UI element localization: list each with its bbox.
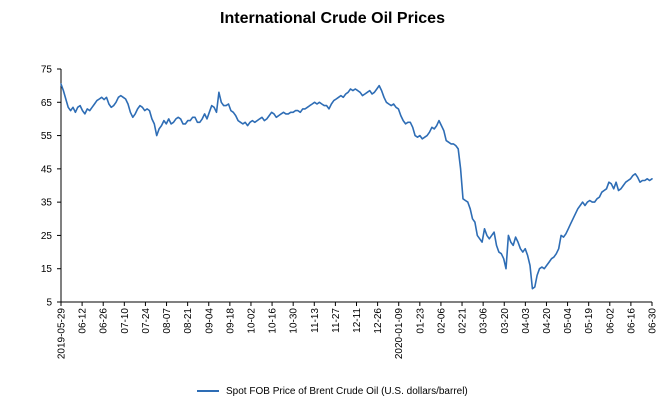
x-tick-label: 07-10 (120, 308, 131, 334)
y-tick-label: 25 (41, 231, 53, 242)
x-tick-label: 09-18 (225, 308, 236, 334)
y-tick-label: 45 (41, 164, 53, 175)
x-tick-label: 06-16 (626, 308, 637, 334)
x-tick-label: 10-02 (246, 308, 257, 334)
legend-label: Spot FOB Price of Brent Crude Oil (U.S. … (226, 386, 468, 397)
y-tick-label: 15 (41, 264, 53, 275)
x-tick-label: 2019-05-29 (57, 308, 68, 360)
x-tick-label: 06-26 (99, 308, 110, 334)
x-tick-label: 02-06 (436, 308, 447, 334)
x-tick-label: 03-20 (500, 308, 511, 334)
plot-area: 5 15 25 35 45 55 65 75 2019-05-29 06-12 06-26 07-10… (41, 65, 659, 360)
x-tick-label: 09-04 (204, 308, 215, 334)
x-tick-label: 10-30 (289, 308, 300, 334)
x-tick-label: 05-19 (584, 308, 595, 334)
y-tick-label: 55 (41, 131, 53, 142)
x-tick-label: 10-16 (268, 308, 279, 334)
x-tick-label: 04-03 (521, 308, 532, 334)
x-tick-label: 12-26 (373, 308, 384, 334)
series-line-0 (60, 83, 653, 290)
x-tick-label: 02-21 (458, 308, 469, 334)
y-tick-label: 75 (41, 65, 53, 76)
y-tick-label: 65 (41, 98, 53, 109)
y-tick-label: 5 (46, 298, 52, 309)
x-tick-label: 08-21 (183, 308, 194, 334)
x-tick-label: 03-06 (479, 308, 490, 334)
x-tick-label: 07-24 (141, 308, 152, 334)
y-tick-label: 35 (41, 198, 53, 209)
x-tick-label: 05-04 (563, 308, 574, 334)
legend: Spot FOB Price of Brent Crude Oil (U.S. … (0, 386, 665, 397)
x-tick-label: 06-12 (78, 308, 89, 334)
x-tick-label: 08-07 (162, 308, 173, 334)
x-tick-label: 06-30 (648, 308, 659, 334)
x-tick-label: 12-11 (352, 308, 363, 333)
legend-swatch (197, 390, 220, 393)
x-tick-label: 11-13 (310, 308, 321, 333)
chart-title: International Crude Oil Prices (220, 10, 445, 27)
x-tick-label: 06-02 (605, 308, 616, 334)
x-tick-label: 2020-01-09 (394, 308, 405, 360)
x-tick-label: 11-27 (331, 308, 342, 333)
x-tick-label: 04-20 (542, 308, 553, 334)
x-tick-label: 01-23 (415, 308, 426, 334)
